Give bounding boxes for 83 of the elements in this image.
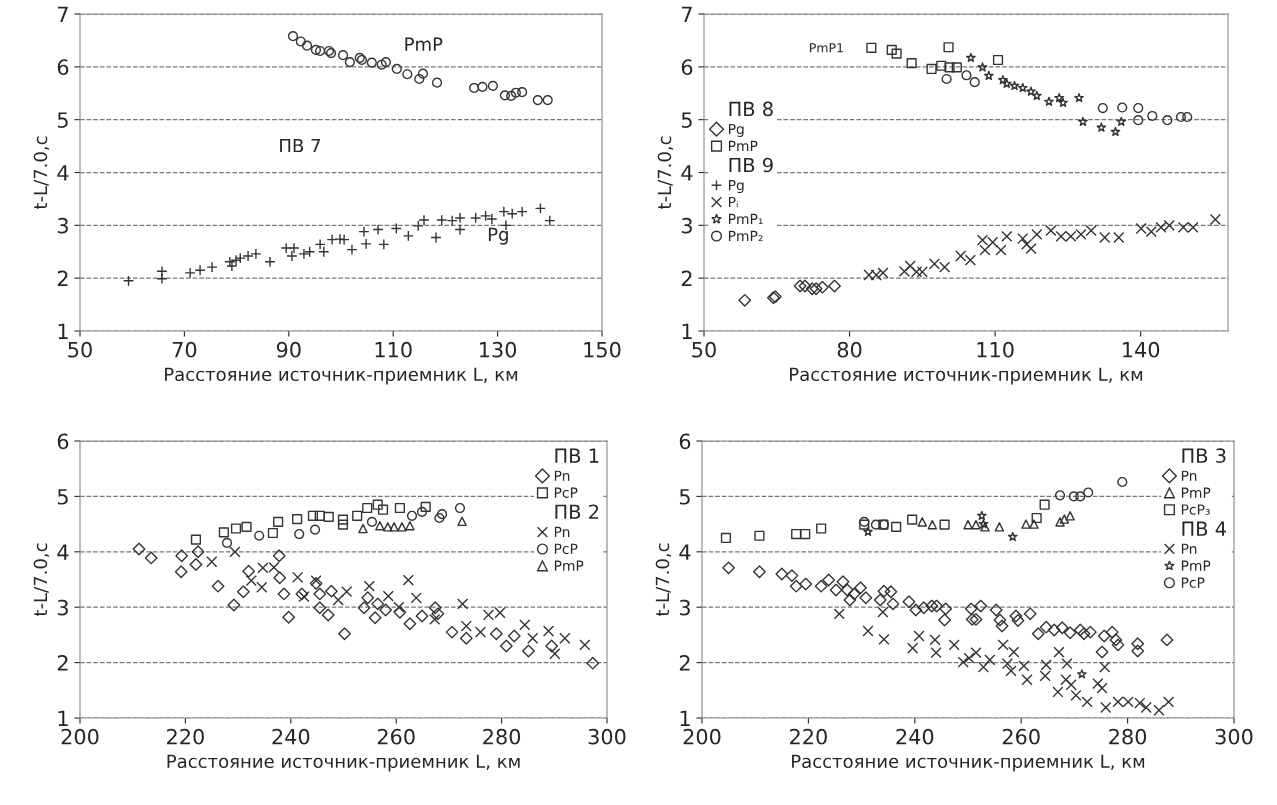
x-tick-label: 300 <box>588 728 626 745</box>
x-axis-title: Расстояние источник-приемник L, км <box>167 754 520 772</box>
legend-label: PcP <box>554 487 578 498</box>
annotation: PmP1 <box>810 43 843 53</box>
y-tick-label: 2 <box>57 655 68 671</box>
x-tick-label: 130 <box>480 341 517 358</box>
legend-label: PmP <box>728 140 758 151</box>
y-tick-label: 3 <box>681 217 692 234</box>
y-tick-label: 3 <box>57 217 68 234</box>
y-axis-title: t-L/7.0,c <box>33 543 50 617</box>
x-tick-label: 260 <box>377 728 415 745</box>
legend-label: PmP <box>554 560 584 571</box>
y-tick-label: 3 <box>57 599 68 616</box>
legend-label: Pn <box>1181 470 1197 481</box>
x-tick-label: 50 <box>68 341 92 358</box>
x-tick-label: 110 <box>375 341 412 358</box>
legend-label: ПВ 2 <box>555 504 599 519</box>
x-tick-label: 240 <box>272 728 310 745</box>
y-tick-label: 4 <box>57 165 69 181</box>
legend-label: Pg <box>728 180 744 194</box>
y-tick-label: 6 <box>57 59 69 76</box>
legend-label: ПВ 1 <box>555 448 599 463</box>
y-tick-label: 5 <box>57 489 68 505</box>
y-tick-label: 4 <box>57 544 69 560</box>
x-tick-label: 200 <box>61 728 99 745</box>
legend-label: ПВ 3 <box>1182 448 1226 463</box>
y-tick-label: 7 <box>58 6 68 22</box>
y-tick-label: 3 <box>679 599 690 616</box>
legend-label: PcP <box>1181 577 1205 588</box>
x-tick-label: 90 <box>276 341 301 358</box>
y-tick-label: 6 <box>57 433 69 450</box>
x-axis-title: Расстояние источник-приемник L, км <box>790 367 1143 385</box>
y-tick-label: 5 <box>681 112 692 128</box>
annotation: PmP <box>405 37 443 51</box>
x-tick-label: 50 <box>692 341 716 358</box>
y-tick-label: 6 <box>681 59 693 76</box>
y-tick-label: 4 <box>681 165 693 181</box>
x-tick-label: 200 <box>683 728 721 745</box>
y-tick-label: 2 <box>57 270 68 287</box>
x-tick-label: 70 <box>172 341 197 358</box>
x-tick-label: 220 <box>167 728 204 745</box>
legend-label: ПВ 9 <box>729 157 773 173</box>
y-axis-title: t-L/7.0,c <box>33 136 50 210</box>
y-tick-label: 1 <box>58 323 68 339</box>
y-axis-title: t-L/7.0,c <box>657 136 674 210</box>
annotation: ПВ 7 <box>280 138 321 153</box>
y-tick-label: 4 <box>679 544 691 560</box>
legend-label: PcP₃ <box>1181 504 1210 515</box>
x-tick-label: 140 <box>1123 341 1160 358</box>
x-tick-label: 110 <box>977 341 1014 358</box>
y-tick-label: 5 <box>679 489 690 505</box>
y-tick-label: 5 <box>57 112 68 128</box>
y-tick-label: 2 <box>679 655 690 671</box>
legend-label: Pᵢ <box>728 196 738 208</box>
x-tick-label: 260 <box>1002 728 1040 745</box>
y-tick-label: 6 <box>679 433 691 450</box>
legend-label: PmP <box>1181 560 1211 571</box>
legend-label: Pn <box>554 470 570 481</box>
legend-label: Pn <box>554 526 570 537</box>
annotation: Pg <box>488 227 508 245</box>
y-tick-label: 2 <box>681 270 692 287</box>
x-tick-label: 150 <box>584 341 621 358</box>
legend-label: PmP <box>1181 487 1211 498</box>
x-axis-title: Расстояние источник-приемник L, км <box>792 754 1145 772</box>
legend-label: PmP₂ <box>728 230 763 241</box>
legend-label: ПВ 8 <box>729 101 773 117</box>
legend-label: ПВ 4 <box>1182 521 1226 536</box>
y-tick-label: 1 <box>58 710 68 726</box>
x-tick-label: 220 <box>790 728 827 745</box>
legend-label: Pg <box>728 123 744 137</box>
legend-label: PmP₁ <box>728 213 763 225</box>
legend-label: PcP <box>554 543 578 555</box>
x-tick-label: 80 <box>837 341 862 358</box>
y-tick-label: 1 <box>680 710 690 726</box>
x-tick-label: 240 <box>896 728 934 745</box>
y-axis-title: t-L/7.0,c <box>655 543 672 617</box>
x-tick-label: 280 <box>1109 728 1147 745</box>
x-tick-label: 280 <box>483 728 521 745</box>
y-tick-label: 7 <box>682 6 692 22</box>
x-axis-title: Расстояние источник-приемник L, км <box>165 367 518 385</box>
x-tick-label: 300 <box>1215 728 1253 745</box>
legend-label: Pn <box>1181 543 1197 554</box>
y-tick-label: 1 <box>682 323 692 339</box>
